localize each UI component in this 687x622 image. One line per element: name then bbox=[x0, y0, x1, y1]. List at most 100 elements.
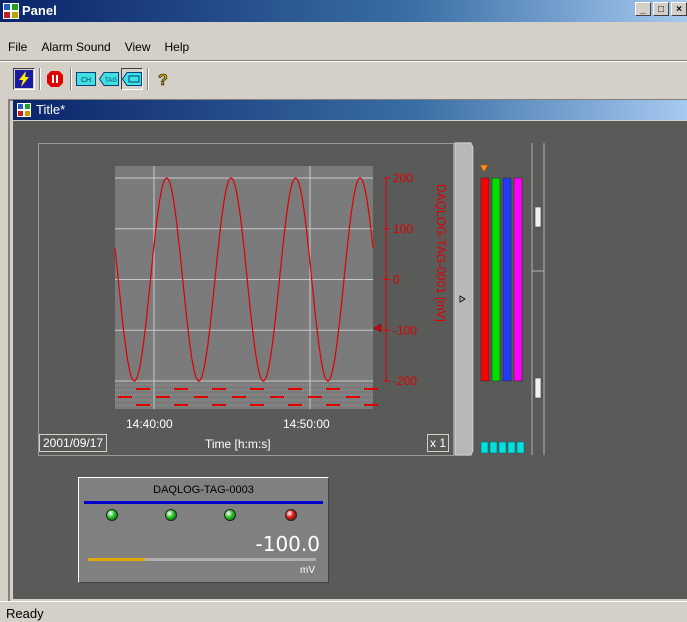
y-tick-label: -100 bbox=[393, 323, 417, 337]
event-marker bbox=[364, 404, 378, 406]
event-marker bbox=[212, 404, 226, 406]
bar-indicator bbox=[480, 441, 489, 454]
bar-indicators bbox=[480, 441, 525, 454]
toolbar-separator bbox=[0, 60, 687, 62]
y-tick-label: -200 bbox=[393, 374, 417, 388]
status-text: Ready bbox=[6, 606, 44, 621]
help-icon: ? bbox=[158, 72, 168, 88]
event-marker bbox=[308, 396, 322, 398]
y-tick-label: 200 bbox=[393, 171, 413, 185]
tag-header-bar bbox=[84, 501, 323, 504]
tag-display-panel[interactable]: DAQLOG-TAG-0003 bbox=[78, 477, 329, 583]
date-label: 2001/09/17 bbox=[39, 434, 108, 452]
menu-file[interactable]: File bbox=[8, 40, 28, 54]
alarm-marker-icon bbox=[479, 164, 489, 173]
bar-meters bbox=[480, 177, 523, 382]
toolbar: CH TAG ? bbox=[13, 65, 175, 93]
event-marker bbox=[250, 388, 264, 390]
bar-indicator bbox=[516, 441, 525, 454]
toolbar-divider bbox=[144, 68, 152, 90]
menu-bar: File Alarm Sound View Help bbox=[0, 38, 687, 58]
bar-indicator bbox=[507, 441, 516, 454]
title-bar[interactable]: Panel _ □ × bbox=[0, 0, 687, 22]
start-button[interactable] bbox=[13, 68, 35, 90]
event-marker bbox=[174, 388, 188, 390]
toolbar-divider bbox=[36, 68, 44, 90]
series-line bbox=[114, 177, 374, 382]
svg-text:?: ? bbox=[158, 72, 168, 88]
window-title: Panel bbox=[22, 3, 57, 18]
bar-meter bbox=[480, 177, 490, 382]
tag-unit: mV bbox=[300, 565, 315, 576]
channel-icon: CH bbox=[76, 72, 96, 86]
menu-alarm-sound[interactable]: Alarm Sound bbox=[41, 40, 111, 54]
help-button[interactable]: ? bbox=[152, 68, 174, 90]
event-marker bbox=[364, 388, 378, 390]
upper-limit-slider bbox=[534, 206, 542, 228]
tag-icon: TAG bbox=[99, 72, 119, 86]
event-marker bbox=[232, 396, 246, 398]
plot-gridlines bbox=[115, 166, 373, 409]
group-button[interactable] bbox=[121, 68, 143, 90]
event-marker bbox=[288, 388, 302, 390]
status-led bbox=[224, 509, 236, 521]
lightning-icon bbox=[15, 70, 33, 88]
group-icon bbox=[122, 72, 142, 86]
menu-view[interactable]: View bbox=[124, 40, 151, 54]
x-tick-label: 14:50:00 bbox=[283, 417, 330, 431]
event-marker bbox=[212, 388, 226, 390]
toolbar-divider bbox=[67, 68, 75, 90]
cursor-marker bbox=[373, 323, 382, 333]
close-button[interactable]: × bbox=[671, 2, 687, 16]
event-marker bbox=[250, 404, 264, 406]
status-led bbox=[285, 509, 297, 521]
minimize-button[interactable]: _ bbox=[635, 2, 651, 16]
y-axis-label: DAQLOG-TAG-0001 [mV] bbox=[434, 184, 448, 322]
event-marker bbox=[118, 396, 132, 398]
x-tick-label: 14:40:00 bbox=[126, 417, 173, 431]
trend-plot-area[interactable] bbox=[115, 166, 373, 409]
event-marker bbox=[326, 388, 340, 390]
event-markers bbox=[118, 388, 378, 406]
event-marker bbox=[156, 396, 170, 398]
maximize-button[interactable]: □ bbox=[653, 2, 669, 16]
y-tick-label: 100 bbox=[393, 222, 413, 236]
event-marker bbox=[194, 396, 208, 398]
bar-meter bbox=[491, 177, 501, 382]
event-marker bbox=[174, 404, 188, 406]
panel-icon bbox=[17, 103, 31, 117]
stop-button[interactable] bbox=[44, 68, 66, 90]
channel-icon-text: CH bbox=[81, 77, 91, 84]
scroll-handle-edge bbox=[454, 142, 474, 456]
event-marker bbox=[136, 404, 150, 406]
trend-graph-frame bbox=[38, 143, 454, 456]
status-bar: Ready bbox=[0, 601, 687, 622]
child-window-title-bar[interactable]: Title* bbox=[13, 100, 687, 120]
bar-meter bbox=[502, 177, 512, 382]
y-tick-label: 0 bbox=[393, 273, 400, 287]
channel-button[interactable]: CH bbox=[75, 68, 97, 90]
event-marker bbox=[270, 396, 284, 398]
x-axis-label: Time [h:m:s] bbox=[205, 437, 271, 451]
child-window-title: Title* bbox=[36, 102, 66, 117]
y-axis: 200 100 0 -100 -200 bbox=[383, 171, 417, 388]
time-scale-button[interactable]: x 1 bbox=[427, 434, 450, 452]
event-marker bbox=[346, 396, 360, 398]
status-led bbox=[165, 509, 177, 521]
lower-limit-slider bbox=[534, 377, 542, 399]
tag-button[interactable]: TAG bbox=[98, 68, 120, 90]
event-marker bbox=[326, 404, 340, 406]
tag-value: -100.0 bbox=[255, 532, 320, 556]
tag-icon-text: TAG bbox=[105, 78, 117, 84]
bar-indicator bbox=[498, 441, 507, 454]
event-marker bbox=[288, 404, 302, 406]
bar-meter bbox=[513, 177, 523, 382]
tag-name: DAQLOG-TAG-0003 bbox=[153, 484, 254, 496]
event-marker bbox=[136, 388, 150, 390]
stop-icon bbox=[47, 71, 63, 87]
app-icon bbox=[3, 3, 19, 19]
menu-help[interactable]: Help bbox=[164, 40, 190, 54]
scroll-arrow-icon bbox=[459, 295, 466, 303]
bar-indicator bbox=[489, 441, 498, 454]
